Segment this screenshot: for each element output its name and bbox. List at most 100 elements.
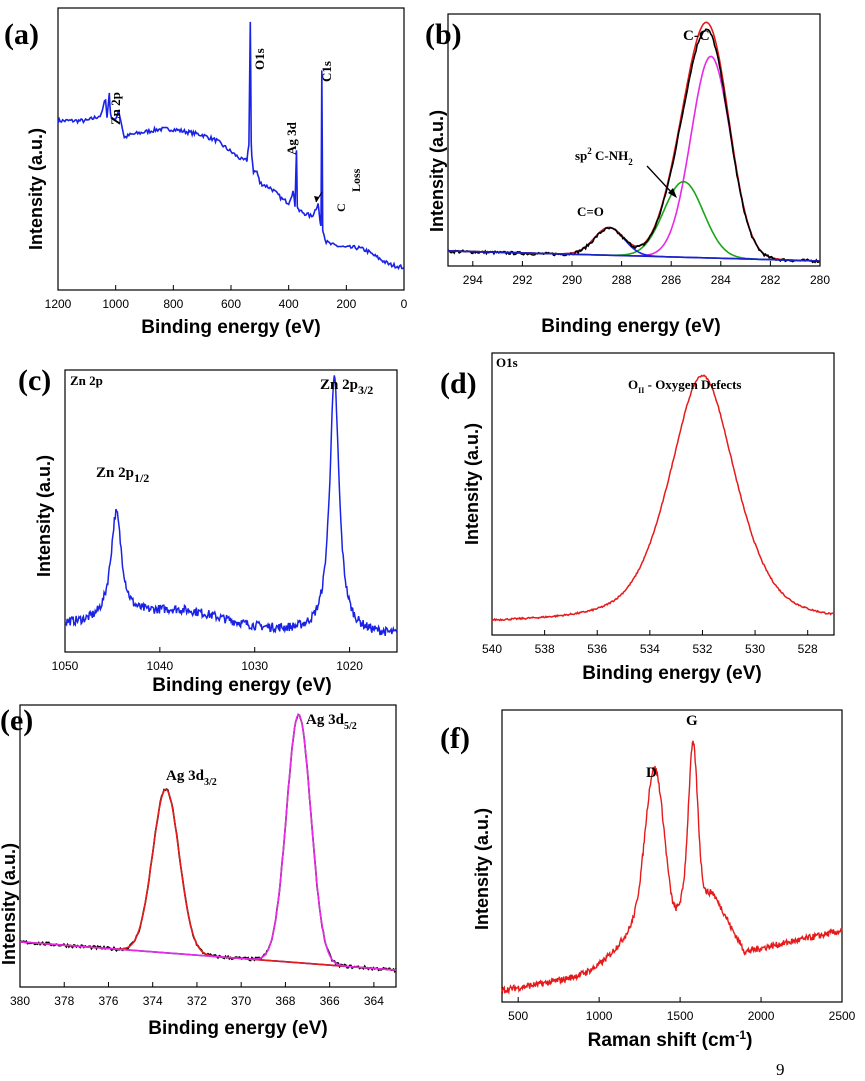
- x-tick-label: 1200: [45, 297, 72, 311]
- x-tick-label: 364: [364, 994, 384, 1008]
- x-tick-label: 376: [98, 994, 118, 1008]
- x-tick-label: 366: [320, 994, 340, 1008]
- x-tick-label: 200: [336, 297, 356, 311]
- annotation-ag3d: Ag 3d: [284, 121, 299, 155]
- x-tick-label: 1030: [241, 659, 268, 673]
- panel-a-label: (a): [4, 18, 39, 51]
- panel-d-label: (d): [440, 367, 477, 400]
- annotation-c-o: C=O: [577, 204, 604, 219]
- sp2-arrow: [646, 165, 674, 195]
- annotation-closs-subscript: Loss: [349, 168, 363, 192]
- fit-components: [19, 713, 397, 974]
- x-ticks: 1200 1000 800 600 400 200 0: [45, 285, 408, 311]
- y-axis-label: Intensity (a.u.): [462, 423, 482, 545]
- panel-c-label: (c): [18, 364, 51, 397]
- o1s-spectrum: [491, 374, 835, 622]
- x-tick-label: 378: [54, 994, 74, 1008]
- x-tick-label: 528: [798, 642, 818, 656]
- x-ticks: 294 292 290 288 286 284 282 280: [463, 261, 830, 287]
- panel-d-title: O1s: [496, 355, 518, 370]
- annotation-c1s: C1s: [319, 61, 334, 82]
- x-tick-label: 286: [661, 273, 681, 287]
- x-axis-label: Binding energy (eV): [148, 1018, 327, 1039]
- x-tick-label: 1500: [667, 1009, 694, 1023]
- x-tick-label: 290: [562, 273, 582, 287]
- y-axis-label: Intensity (a.u.): [427, 110, 447, 232]
- series-baseline: [447, 250, 821, 262]
- x-axis-label: Binding energy (eV): [541, 316, 720, 337]
- chart-b: (b) 294 292 290 288 286 284 282 280 Intensity (…: [425, 13, 830, 337]
- x-tick-label: 1000: [586, 1009, 613, 1023]
- annotation-closs: C: [334, 203, 348, 212]
- annotation-oxygen-defects: OII - Oxygen Defects: [628, 377, 741, 395]
- x-tick-label: 370: [231, 994, 251, 1008]
- x-tick-label: 282: [760, 273, 780, 287]
- x-tick-label: 500: [508, 1009, 528, 1023]
- panel-f-label: (f): [440, 722, 470, 755]
- closs-arrowhead: [314, 196, 319, 202]
- x-tick-label: 280: [810, 273, 830, 287]
- annotation-zn2p32: Zn 2p3/2: [320, 377, 373, 397]
- annotation-ag3d52: Ag 3d5/2: [306, 712, 357, 732]
- chart-c: (c) Zn 2p 1050 1040 1030 1020 Intensity (a.…: [18, 364, 398, 696]
- panel-e-label: (e): [0, 704, 33, 737]
- chart-d: (d) O1s 540 538 536 534 532 530 528 Intensity …: [440, 352, 835, 684]
- y-axis-label: Intensity (a.u.): [26, 128, 46, 250]
- x-tick-label: 534: [640, 642, 660, 656]
- x-tick-label: 600: [221, 297, 241, 311]
- annotation-ag3d32: Ag 3d3/2: [166, 768, 217, 788]
- x-ticks: 540 538 536 534 532 530 528: [482, 630, 818, 656]
- series-c-c: [448, 55, 821, 262]
- annotation-zn2p12: Zn 2p1/2: [96, 465, 149, 485]
- x-tick-label: 1000: [102, 297, 129, 311]
- x-tick-label: 0: [401, 297, 408, 311]
- x-tick-label: 2000: [748, 1009, 775, 1023]
- x-tick-label: 538: [535, 642, 555, 656]
- series-experimental: [447, 28, 821, 264]
- plot-frame: [447, 13, 821, 267]
- x-tick-label: 536: [587, 642, 607, 656]
- x-tick-label: 372: [187, 994, 207, 1008]
- annotation-sp2-cnh2: sp2 C-NH2: [575, 146, 633, 167]
- annotation-cc: C-C: [683, 28, 710, 44]
- panel-c-title: Zn 2p: [70, 373, 103, 388]
- x-tick-label: 294: [463, 273, 483, 287]
- x-ticks: 380 378 376 374 372 370 368 366 364: [10, 982, 384, 1008]
- x-tick-label: 400: [279, 297, 299, 311]
- x-tick-label: 532: [692, 642, 712, 656]
- y-axis-label: Intensity (a.u.): [0, 843, 19, 965]
- plot-frame: [19, 704, 397, 988]
- fit-components: [447, 21, 821, 264]
- x-tick-label: 800: [163, 297, 183, 311]
- series-fit: [448, 21, 821, 262]
- series-experimental: [19, 713, 397, 974]
- x-axis-label: Binding energy (eV): [582, 663, 761, 684]
- chart-e: (e) 380 378 376 374 372 370 368 366 364 Intensit…: [0, 704, 397, 1039]
- y-axis-label: Intensity (a.u.): [472, 808, 492, 930]
- x-axis-label: Raman shift (cm-1): [588, 1028, 753, 1051]
- x-axis-label: Binding energy (eV): [141, 317, 320, 338]
- panel-b-label: (b): [425, 18, 462, 51]
- chart-a: (a) 1200 1000 800 600 400 200 0 Intensity (a.u…: [4, 7, 408, 338]
- x-ticks: 1050 1040 1030 1020: [52, 647, 363, 673]
- x-tick-label: 380: [10, 994, 30, 1008]
- zn2p-spectrum: [64, 375, 398, 637]
- x-tick-label: 1050: [52, 659, 79, 673]
- page-number: 9: [776, 1060, 785, 1079]
- x-tick-label: 1040: [147, 659, 174, 673]
- plot-frame: [501, 709, 843, 1003]
- series-ag-3d5-2: [19, 713, 397, 971]
- x-tick-label: 368: [275, 994, 295, 1008]
- raman-spectrum: [501, 740, 843, 996]
- series-ag-3d3-2: [19, 788, 397, 971]
- annotation-d-band: D: [646, 765, 657, 781]
- x-axis-label: Binding energy (eV): [152, 675, 331, 696]
- sp2-arrowhead: [668, 188, 677, 198]
- x-tick-label: 1020: [336, 659, 363, 673]
- x-tick-label: 374: [143, 994, 163, 1008]
- chart-f: (f) 500 1000 1500 2000 2500 Intensity (a.u.)…: [440, 709, 856, 1051]
- y-axis-label: Intensity (a.u.): [34, 455, 54, 577]
- annotation-o1s: O1s: [252, 48, 267, 70]
- x-ticks: 500 1000 1500 2000 2500: [508, 997, 856, 1023]
- plot-frame: [491, 352, 835, 636]
